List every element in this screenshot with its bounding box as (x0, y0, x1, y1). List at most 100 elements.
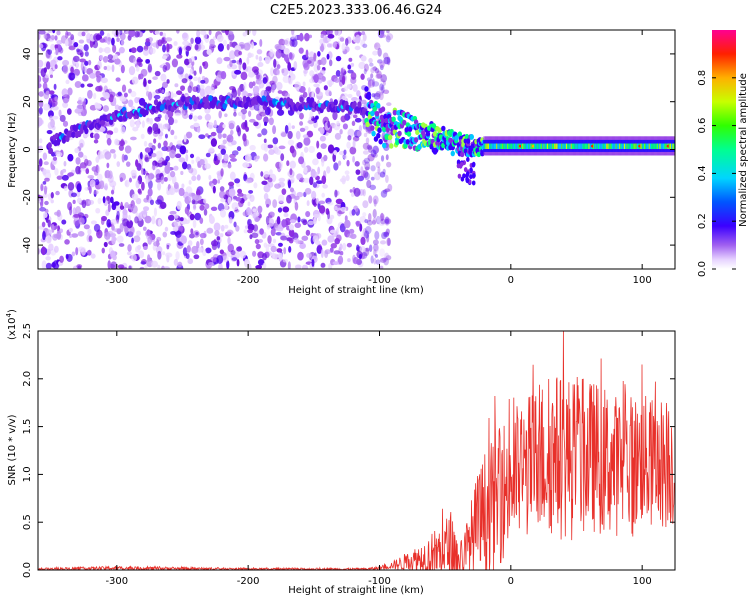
noise-blob (229, 40, 233, 48)
noise-blob (100, 77, 108, 84)
noise-blob (140, 261, 146, 265)
noise-blob (110, 218, 117, 226)
noise-blob (284, 124, 289, 134)
noise-blob (142, 226, 147, 231)
noise-blob (383, 56, 391, 65)
noise-blob (157, 250, 162, 260)
noise-blob (169, 210, 177, 215)
signal-point (465, 138, 471, 144)
noise-blob (279, 160, 283, 170)
noise-blob (41, 246, 46, 256)
noise-blob (299, 242, 306, 249)
noise-blob (373, 42, 381, 51)
noise-blob (87, 89, 93, 99)
signal-point (463, 167, 468, 173)
noise-blob (175, 251, 180, 261)
noise-blob (75, 206, 81, 215)
noise-blob (230, 157, 237, 162)
noise-blob (253, 182, 258, 189)
noise-blob (371, 93, 376, 98)
noise-blob (253, 69, 259, 75)
noise-blob (58, 109, 62, 117)
noise-blob (109, 148, 116, 154)
x-tick-label: -100 (368, 576, 391, 587)
noise-blob (329, 214, 335, 220)
noise-blob (102, 55, 109, 63)
noise-blob (165, 91, 171, 97)
noise-blob (107, 260, 111, 269)
noise-blob (233, 111, 237, 117)
noise-blob (153, 241, 160, 247)
noise-blob (383, 89, 390, 95)
x-tick-label: 0 (508, 275, 514, 286)
noise-blob (294, 81, 302, 91)
noise-blob (182, 247, 188, 256)
noise-blob (216, 34, 224, 43)
noise-blob (214, 153, 217, 162)
noise-blob (124, 201, 129, 209)
noise-blob (315, 115, 319, 120)
noise-blob (87, 228, 92, 235)
noise-blob (296, 191, 304, 198)
noise-blob (294, 195, 300, 201)
noise-blob (104, 46, 111, 54)
noise-blob (154, 70, 161, 77)
noise-blob (354, 117, 362, 123)
noise-blob (213, 222, 221, 232)
signal-point (392, 109, 398, 116)
signal-point (457, 173, 462, 179)
noise-blob (258, 104, 264, 112)
noise-blob (111, 37, 115, 46)
noise-blob (289, 219, 297, 224)
noise-blob (93, 92, 97, 100)
noise-blob (286, 194, 292, 204)
noise-blob (289, 52, 293, 60)
noise-blob (128, 265, 132, 269)
noise-blob (247, 71, 255, 78)
noise-blob (99, 180, 105, 190)
noise-blob (375, 161, 381, 169)
noise-blob (226, 134, 234, 143)
noise-blob (339, 251, 344, 256)
noise-blob (144, 265, 148, 269)
noise-blob (236, 182, 241, 188)
noise-blob (99, 30, 105, 36)
noise-blob (222, 139, 227, 145)
noise-blob (202, 249, 207, 257)
noise-blob (97, 60, 102, 70)
signal-point (405, 139, 411, 145)
noise-blob (220, 168, 224, 177)
noise-blob (219, 249, 225, 255)
noise-blob (138, 250, 145, 259)
noise-blob (380, 74, 388, 83)
noise-blob (113, 127, 119, 134)
noise-blob (147, 236, 153, 245)
noise-blob (288, 246, 292, 253)
noise-blob (273, 58, 277, 68)
noise-blob (320, 57, 327, 66)
noise-blob (256, 49, 263, 55)
noise-blob (95, 156, 100, 164)
noise-blob (199, 88, 206, 97)
noise-blob (242, 211, 249, 217)
noise-blob (65, 79, 70, 85)
noise-blob (84, 30, 89, 33)
noise-blob (312, 181, 318, 188)
noise-blob (360, 236, 366, 246)
noise-blob (82, 101, 86, 110)
noise-blob (262, 262, 267, 269)
noise-blob (130, 169, 137, 177)
noise-blob (259, 111, 267, 117)
noise-blob (272, 144, 278, 151)
noise-blob (157, 39, 163, 47)
noise-blob (360, 99, 367, 105)
noise-blob (321, 192, 325, 198)
noise-blob (163, 140, 168, 148)
noise-blob (38, 32, 41, 41)
noise-blob (283, 247, 287, 255)
noise-blob (309, 78, 315, 84)
noise-blob (159, 201, 167, 209)
noise-blob (304, 32, 310, 42)
noise-blob (157, 218, 162, 227)
